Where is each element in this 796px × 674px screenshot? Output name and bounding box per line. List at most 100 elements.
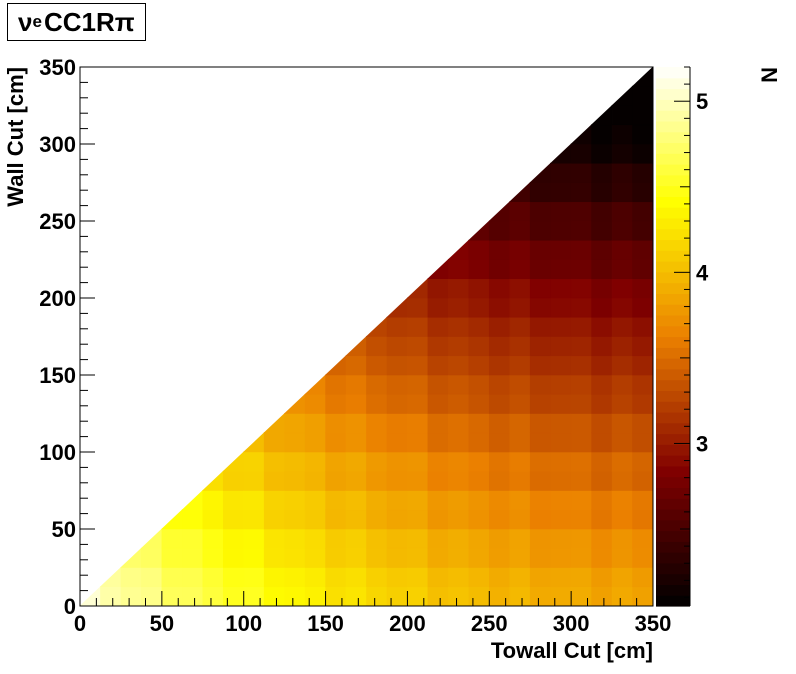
heatmap-cell — [304, 509, 326, 530]
heatmap-cell — [632, 355, 654, 376]
heatmap-cell — [448, 528, 470, 549]
color-scale-segment — [656, 110, 690, 122]
title-main: CC1Rπ — [43, 6, 135, 37]
heatmap-cell — [529, 316, 551, 337]
heatmap-cell — [591, 316, 613, 337]
heatmap-cell — [120, 547, 142, 568]
heatmap-cell — [386, 413, 408, 434]
heatmap-cell — [488, 316, 511, 337]
color-scale-segment — [656, 530, 690, 542]
heatmap-cell — [590, 104, 613, 126]
heatmap-cell — [488, 393, 511, 414]
heatmap-cell — [202, 528, 224, 549]
color-scale-segment — [656, 67, 690, 79]
color-scale-segment — [656, 390, 690, 402]
heatmap-cell — [529, 239, 551, 260]
heatmap-cell — [550, 355, 572, 376]
heatmap-cell — [550, 567, 572, 588]
heatmap-cell — [509, 432, 531, 453]
heatmap-cell — [243, 567, 265, 588]
heatmap-cell — [407, 490, 429, 511]
heatmap-cell — [120, 586, 142, 607]
heatmap-cell — [591, 201, 613, 222]
heatmap-cell — [427, 336, 449, 357]
heatmap-cell — [325, 567, 347, 588]
x-tick-label: 0 — [74, 611, 86, 636]
heatmap-cell — [222, 451, 245, 472]
heatmap-cell — [325, 586, 347, 607]
heatmap-cell — [366, 547, 388, 568]
heatmap-cell — [325, 374, 347, 395]
heatmap-cell — [488, 374, 511, 395]
heatmap-cell — [611, 393, 633, 414]
heatmap-cell — [182, 528, 204, 549]
heatmap-cell — [509, 374, 531, 395]
heatmap-cell — [632, 143, 654, 164]
heatmap-cell — [611, 374, 633, 395]
heatmap-cell — [529, 509, 551, 530]
heatmap-cell — [386, 297, 408, 318]
heatmap-cell — [365, 316, 388, 337]
heatmap-cell — [407, 355, 429, 376]
heatmap-cell — [488, 259, 511, 280]
heatmap-cell — [427, 528, 449, 549]
heatmap-cell — [448, 297, 470, 318]
heatmap-cell — [632, 413, 654, 434]
heatmap-cell — [468, 393, 490, 414]
z-tick-label: 3 — [696, 431, 708, 456]
heatmap-cell — [591, 297, 613, 318]
color-scale-segment — [656, 99, 690, 111]
heatmap-cell — [448, 355, 470, 376]
heatmap-cell — [550, 547, 572, 568]
heatmap-cell — [427, 470, 449, 491]
heatmap-cell — [632, 586, 654, 607]
y-tick-label: 0 — [64, 594, 76, 619]
heatmap-cell — [509, 393, 531, 414]
heatmap-cell — [202, 586, 224, 607]
heatmap-cell — [386, 336, 408, 357]
heatmap-cell — [611, 297, 633, 318]
heatmap-cell — [570, 547, 592, 568]
heatmap-cell — [570, 297, 592, 318]
heatmap-cell — [591, 182, 613, 203]
heatmap-cell — [345, 528, 367, 549]
color-scale-segment — [656, 185, 690, 197]
heatmap-cell — [263, 528, 285, 549]
color-scale-segment — [656, 250, 690, 262]
color-scale-segment — [656, 541, 690, 553]
heatmap-cell — [570, 509, 592, 530]
heatmap-cell — [529, 336, 551, 357]
y-tick-label: 100 — [39, 440, 76, 465]
heatmap-cell — [570, 490, 592, 511]
color-scale-segment — [656, 164, 690, 176]
heatmap-cell — [222, 470, 245, 491]
heatmap-cell — [632, 567, 654, 588]
heatmap-cell — [570, 470, 592, 491]
heatmap-cell — [345, 393, 367, 414]
color-scale-segment — [656, 422, 690, 435]
heatmap-cell — [345, 355, 367, 376]
heatmap-cell — [550, 528, 572, 549]
heatmap-cell — [407, 316, 429, 337]
x-tick-label: 100 — [225, 611, 262, 636]
heatmap-cell — [632, 105, 654, 126]
heatmap-cell — [529, 182, 551, 203]
heatmap-cell — [611, 162, 633, 183]
heatmap-cell — [468, 413, 490, 434]
heatmap-cell — [366, 470, 388, 491]
heatmap-cell — [509, 547, 531, 568]
heatmap-cell — [263, 509, 285, 530]
heatmap-cell — [283, 393, 306, 414]
heatmap-cell — [448, 374, 470, 395]
heatmap-cell — [632, 239, 654, 260]
heatmap-cell — [632, 528, 654, 549]
heatmap-cell — [386, 374, 408, 395]
heatmap-cell — [529, 470, 551, 491]
heatmap-cell — [243, 451, 265, 472]
heatmap-cell — [529, 567, 551, 588]
heatmap-cell — [407, 586, 429, 607]
heatmap-cell — [304, 547, 326, 568]
heatmap-cell — [407, 509, 429, 530]
heatmap-cell — [591, 374, 613, 395]
